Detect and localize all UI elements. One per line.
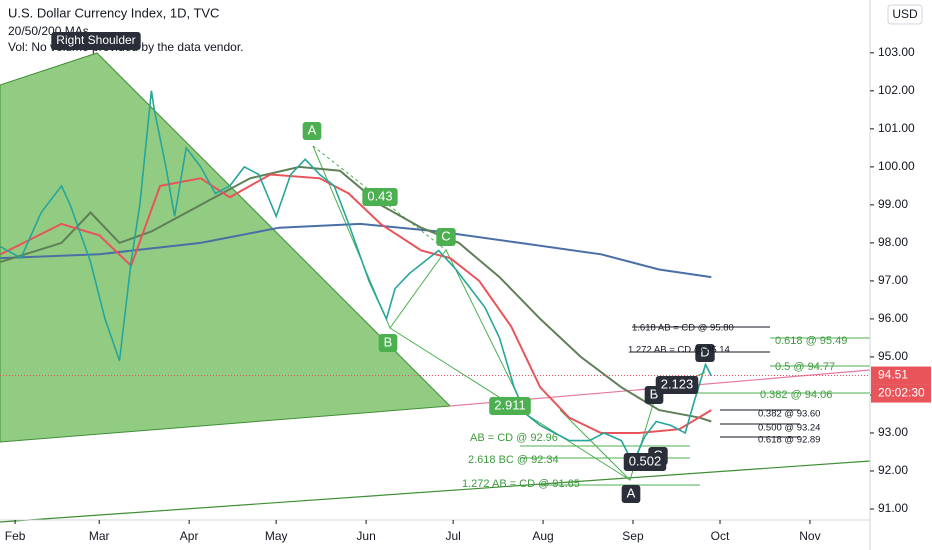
annotation: 2.618 BC @ 92.34 bbox=[468, 454, 559, 466]
annotation: A bbox=[308, 122, 317, 137]
annotation: 0.618 @ 95.49 bbox=[775, 335, 847, 347]
currency-box[interactable] bbox=[887, 4, 923, 25]
y-tick-label: 98.00 bbox=[878, 235, 908, 249]
x-tick-label: Mar bbox=[89, 529, 110, 543]
y-tick-label: 96.00 bbox=[878, 311, 908, 325]
y-tick-label: 93.00 bbox=[878, 425, 908, 439]
trend-line bbox=[0, 460, 871, 523]
annotation-box bbox=[362, 188, 398, 206]
annotation: 0.43 bbox=[367, 188, 392, 203]
y-tick-label: 95.00 bbox=[878, 349, 908, 363]
annotation: B bbox=[384, 334, 393, 349]
annotation: 0.502 bbox=[629, 453, 662, 468]
annotation: 0.5 @ 94.77 bbox=[775, 361, 835, 373]
annotation: AB = CD @ 92.96 bbox=[470, 432, 558, 444]
y-tick-label: 92.00 bbox=[878, 463, 908, 477]
annotation: 1.272 AB = CD @ 95.14 bbox=[628, 345, 730, 356]
annotation-box bbox=[436, 228, 456, 246]
annotation: 1.618 AB = CD @ 95.80 bbox=[632, 323, 734, 334]
chart-title: U.S. Dollar Currency Index, 1D, TVC bbox=[8, 5, 219, 20]
x-tick-label: Oct bbox=[711, 529, 730, 543]
annotation: 0.382 @ 93.60 bbox=[758, 409, 820, 420]
annotation-box bbox=[655, 376, 699, 394]
annotation-box bbox=[378, 334, 398, 352]
countdown: 20:02:30 bbox=[878, 386, 925, 400]
x-tick-label: Jun bbox=[356, 529, 375, 543]
annotation-box bbox=[621, 485, 641, 503]
x-tick-label: Nov bbox=[799, 529, 820, 543]
pattern-abc bbox=[312, 145, 521, 401]
annotation: 1.272 AB = CD @ 91.65 bbox=[462, 478, 580, 490]
annotation: D bbox=[700, 344, 709, 359]
x-tick-label: Jul bbox=[445, 529, 460, 543]
y-tick-label: 100.00 bbox=[878, 159, 915, 173]
y-tick-label: 91.00 bbox=[878, 501, 908, 515]
price-line bbox=[0, 90, 713, 466]
annotation: B bbox=[650, 386, 659, 401]
x-tick-label: Sep bbox=[622, 529, 644, 543]
last-price-tag bbox=[871, 366, 931, 385]
annotation: 0.382 @ 94.06 bbox=[760, 389, 832, 401]
moving-average bbox=[0, 173, 712, 434]
y-tick-label: 102.00 bbox=[878, 83, 915, 97]
annotation: Right Shoulder bbox=[56, 33, 135, 47]
annotation-box bbox=[51, 32, 141, 50]
fib-levels bbox=[520, 326, 870, 486]
y-tick-label: 103.00 bbox=[878, 45, 915, 59]
annotation: 0.500 @ 93.24 bbox=[758, 423, 820, 434]
x-tick-label: Apr bbox=[180, 529, 199, 543]
moving-average bbox=[0, 222, 712, 279]
annotation-box bbox=[695, 344, 715, 362]
annotation-box bbox=[302, 122, 322, 140]
y-tick-label: 97.00 bbox=[878, 273, 908, 287]
annotation-box bbox=[489, 397, 531, 415]
x-tick-label: Aug bbox=[532, 529, 553, 543]
annotation: 2.911 bbox=[494, 397, 526, 412]
currency[interactable]: USD bbox=[892, 7, 918, 21]
annotation-box bbox=[623, 453, 667, 471]
countdown-tag bbox=[871, 384, 931, 403]
y-tick-label: 101.00 bbox=[878, 121, 915, 135]
y-tick-label: 99.00 bbox=[878, 197, 908, 211]
annotation: A bbox=[627, 485, 636, 500]
x-tick-label: Feb bbox=[5, 529, 26, 543]
annotation: C bbox=[441, 228, 450, 243]
last-price: 94.51 bbox=[878, 368, 908, 382]
x-tick-label: May bbox=[265, 529, 288, 543]
annotation: 2.123 bbox=[661, 376, 694, 391]
annotation: 0.618 @ 92.89 bbox=[758, 435, 820, 446]
